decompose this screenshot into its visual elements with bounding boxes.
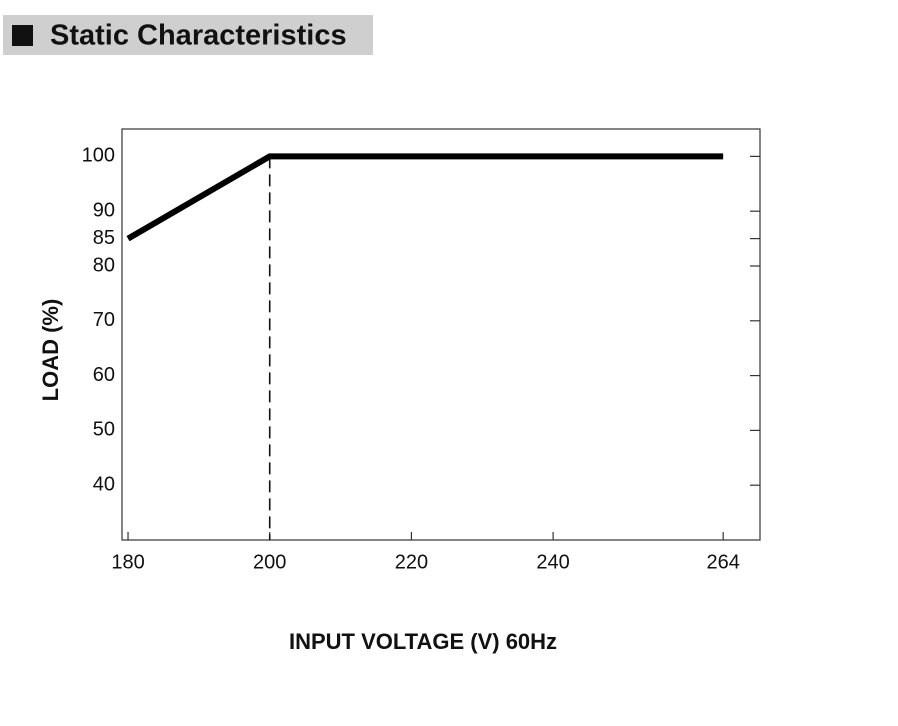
title-band <box>3 15 373 55</box>
y-tick-label: 60 <box>93 364 115 386</box>
chart-title: Static Characteristics <box>50 20 347 52</box>
y-tick-label: 40 <box>93 473 115 495</box>
x-tick-label: 264 <box>706 551 739 573</box>
title-bullet <box>12 25 33 46</box>
y-tick-label: 50 <box>93 419 115 441</box>
series-line <box>126 153 724 242</box>
y-tick-label: 70 <box>93 309 115 331</box>
x-axis-label: INPUT VOLTAGE (V) 60Hz <box>289 629 557 654</box>
y-axis-label: LOAD (%) <box>38 299 63 402</box>
x-tick-label: 220 <box>395 551 428 573</box>
x-tick-label: 180 <box>111 551 144 573</box>
plot-frame <box>121 128 761 541</box>
x-tick-label: 240 <box>536 551 569 573</box>
y-tick-label: 80 <box>93 254 115 276</box>
y-tick-label: 90 <box>93 199 115 221</box>
x-tick-label: 200 <box>253 551 286 573</box>
y-tick-label: 100 <box>82 145 115 167</box>
y-tick-label: 85 <box>93 227 115 249</box>
